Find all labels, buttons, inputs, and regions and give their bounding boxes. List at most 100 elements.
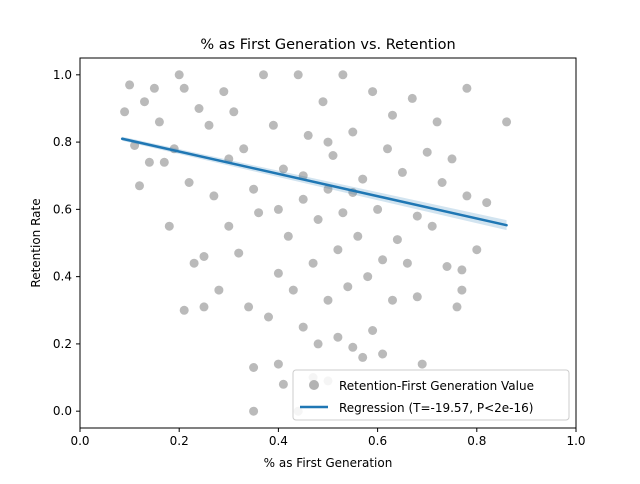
- scatter-point-54: [328, 151, 338, 160]
- scatter-point-49: [313, 339, 323, 349]
- regression-line-group: [120, 137, 508, 227]
- y-axis: 0.0 0.2 0.4 0.6 0.8 1.0: [53, 68, 80, 418]
- scatter-point-60: [348, 127, 358, 137]
- scatter-point-87: [452, 302, 462, 312]
- scatter-point-75: [397, 167, 407, 177]
- scatter-point-33: [264, 312, 273, 322]
- scatter-point-98: [273, 204, 283, 214]
- scatter-point-73: [388, 110, 397, 120]
- scatter-point-53: [323, 184, 333, 194]
- legend: Retention-First Generation Value Regress…: [292, 369, 570, 421]
- scatter-point-26: [239, 144, 249, 154]
- scatter-point-9: [164, 221, 174, 231]
- scatter-point-51: [323, 295, 333, 305]
- scatter-point-81: [422, 147, 432, 157]
- scatter-point-78: [412, 211, 422, 221]
- scatter-point-66: [368, 87, 378, 97]
- scatter-point-94: [502, 117, 512, 127]
- chart-title: % as First Generation vs. Retention: [200, 37, 455, 53]
- scatter-point-35: [273, 268, 283, 278]
- legend-label-scatter: Retention-First Generation Value: [339, 379, 534, 393]
- scatter-point-38: [278, 379, 288, 389]
- scatter-point-15: [189, 258, 199, 268]
- y-tick-label-0: 0.0: [53, 404, 72, 418]
- scatter-point-50: [318, 97, 328, 107]
- scatter-point-25: [234, 248, 244, 258]
- scatter-point-4: [140, 97, 149, 107]
- scatter-point-92: [472, 245, 482, 255]
- scatter-point-22: [219, 87, 229, 97]
- scatter-point-83: [432, 117, 442, 127]
- regression-line: [120, 137, 508, 227]
- y-tick-label-4: 0.8: [53, 135, 72, 149]
- scatter-point-56: [333, 332, 343, 342]
- scatter-point-74: [392, 235, 402, 245]
- scatter-point-45: [303, 130, 313, 140]
- scatter-point-67: [368, 326, 378, 335]
- scatter-point-96: [323, 137, 333, 147]
- scatter-point-17: [199, 302, 209, 312]
- y-axis-label: Retention Rate: [29, 198, 43, 287]
- scatter-point-57: [338, 70, 348, 80]
- scatter-point-12: [179, 305, 189, 315]
- scatter-point-14: [184, 178, 194, 187]
- scatter-point-58: [338, 208, 348, 218]
- scatter-point-5: [144, 157, 154, 167]
- scatter-point-41: [293, 70, 303, 80]
- y-tick-label-1: 0.2: [53, 337, 72, 351]
- scatter-point-62: [353, 231, 363, 241]
- scatter-point-24: [229, 107, 239, 117]
- x-tick-label-1: 0.2: [170, 434, 189, 448]
- scatter-point-44: [298, 322, 308, 332]
- scatter-point-82: [427, 221, 437, 231]
- scatter-point-72: [388, 295, 397, 305]
- x-tick-label-3: 0.6: [368, 434, 387, 448]
- x-tick-label-5: 1.0: [566, 434, 585, 448]
- scatter-point-11: [174, 70, 184, 80]
- scatter-point-55: [333, 245, 343, 255]
- scatter-point-70: [378, 349, 388, 359]
- scatter-point-90: [462, 191, 472, 201]
- y-tick-label-3: 0.6: [53, 202, 72, 216]
- scatter-point-32: [259, 70, 268, 80]
- y-tick-label-5: 1.0: [53, 68, 72, 82]
- scatter-point-80: [417, 359, 427, 369]
- scatter-point-43: [298, 194, 308, 204]
- scatter-point-76: [402, 258, 412, 268]
- scatter-point-79: [412, 292, 422, 302]
- scatter-point-77: [407, 93, 417, 103]
- scatter-point-7: [154, 117, 164, 127]
- scatter-point-18: [199, 252, 209, 261]
- scatter-point-30: [249, 363, 259, 372]
- scatter-point-64: [358, 174, 368, 184]
- y-tick-label-2: 0.4: [53, 270, 72, 284]
- scatter-point-59: [343, 282, 353, 292]
- scatter-point-39: [283, 231, 293, 241]
- scatter-point-31: [254, 208, 264, 218]
- scatter-point-0: [120, 107, 130, 117]
- scatter-point-23: [224, 221, 234, 231]
- scatter-point-71: [383, 144, 392, 154]
- scatter-point-48: [313, 215, 323, 224]
- scatter-point-3: [135, 181, 144, 191]
- scatter-point-40: [288, 285, 298, 295]
- scatter-point-27: [244, 302, 254, 312]
- scatter-point-86: [447, 154, 457, 164]
- scatter-point-61: [348, 342, 358, 352]
- x-tick-label-4: 0.8: [467, 434, 486, 448]
- scatter-point-29: [249, 406, 259, 416]
- x-axis-label: % as First Generation: [264, 456, 393, 470]
- scatter-point-68: [373, 204, 383, 214]
- x-axis: 0.0 0.2 0.4 0.6 0.8 1.0: [70, 428, 586, 448]
- scatter-point-8: [159, 157, 169, 167]
- scatter-point-63: [358, 352, 368, 362]
- scatter-point-46: [308, 258, 318, 268]
- scatter-point-13: [179, 83, 189, 93]
- legend-label-regression: Regression (T=-19.57, P<2e-16): [339, 401, 533, 415]
- scatter-point-16: [194, 104, 204, 113]
- scatter-point-20: [209, 191, 219, 201]
- legend-box: [292, 369, 570, 421]
- scatter-point-21: [214, 285, 224, 295]
